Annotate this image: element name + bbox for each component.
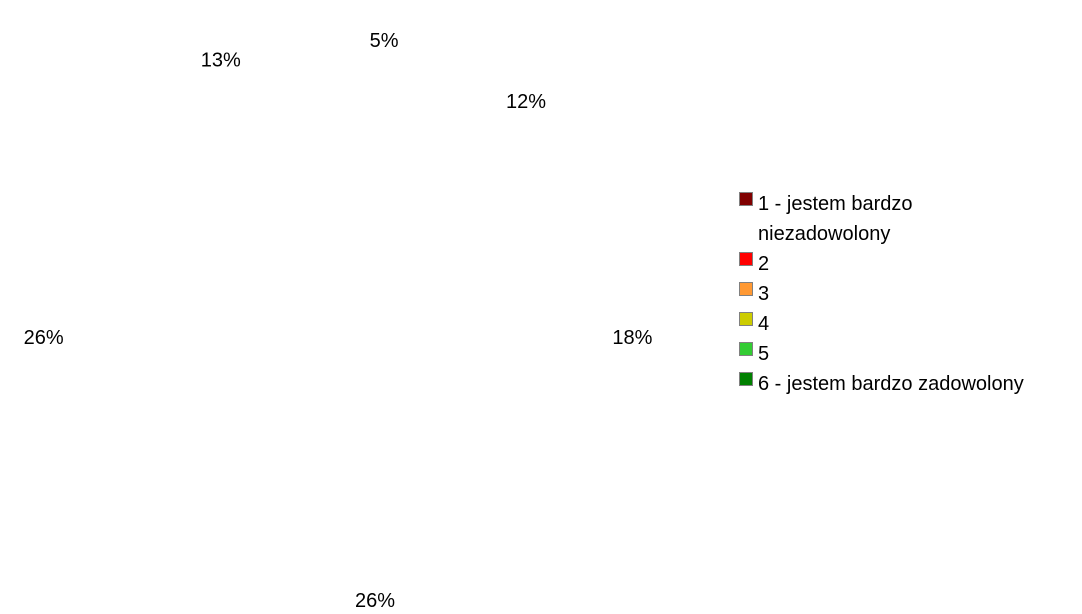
slice-label-4: 26% bbox=[355, 590, 395, 612]
legend-swatch bbox=[739, 342, 753, 356]
legend: 1 - jestem bardzo niezadowolony 2 3 4 5 … bbox=[739, 189, 1079, 399]
legend-item-6: 6 - jestem bardzo zadowolony bbox=[739, 369, 1079, 399]
slice-label-1: 5% bbox=[370, 30, 399, 52]
pie-data-labels: 5% 12% 18% 26% 26% 13% bbox=[24, 30, 653, 612]
legend-label: 1 - jestem bardzo niezadowolony bbox=[758, 193, 913, 245]
slice-label-6: 13% bbox=[201, 50, 241, 72]
legend-label: 5 bbox=[758, 343, 770, 365]
slice-label-5: 26% bbox=[24, 327, 64, 349]
legend-swatch bbox=[739, 192, 753, 206]
slice-label-3: 18% bbox=[612, 327, 652, 349]
legend-item-5: 5 bbox=[739, 339, 1079, 369]
legend-item-3: 3 bbox=[739, 279, 1079, 309]
legend-swatch bbox=[739, 282, 753, 296]
legend-label: 2 bbox=[758, 253, 770, 275]
legend-item-2: 2 bbox=[739, 249, 1079, 279]
legend-item-1: 1 - jestem bardzo niezadowolony bbox=[739, 189, 1079, 249]
legend-label: 6 - jestem bardzo zadowolony bbox=[758, 373, 1024, 395]
legend-swatch bbox=[739, 312, 753, 326]
legend-item-4: 4 bbox=[739, 309, 1079, 339]
legend-label: 3 bbox=[758, 283, 770, 305]
legend-swatch bbox=[739, 372, 753, 386]
slice-label-2: 12% bbox=[506, 91, 546, 113]
legend-swatch bbox=[739, 252, 753, 266]
legend-label: 4 bbox=[758, 313, 770, 335]
